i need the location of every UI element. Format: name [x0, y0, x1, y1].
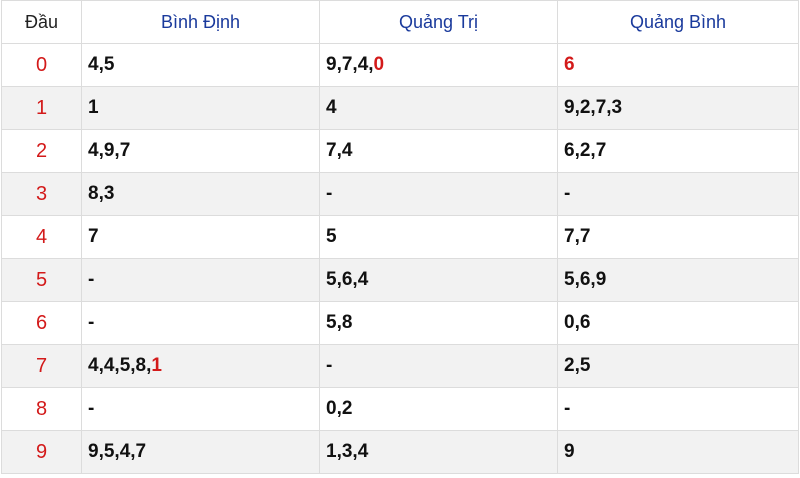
table-row: 7 4,4,5,8,1-2,5 — [1, 344, 799, 388]
tail-numbers: 4 — [326, 97, 337, 118]
tail-numbers: 5 — [326, 226, 337, 247]
tail-numbers: - — [564, 183, 571, 204]
tail-cell-binh-dinh: 4,9,7 — [81, 129, 320, 173]
head-digit: 9 — [1, 430, 82, 474]
header-row: Đầu Bình Định Quảng Trị Quảng Bình — [1, 0, 799, 44]
tail-cell-quang-binh: - — [557, 172, 799, 216]
head-digit: 6 — [1, 301, 82, 345]
tail-cell-binh-dinh: - — [81, 258, 320, 302]
tail-cell-quang-binh: 0,6 — [557, 301, 799, 345]
tail-cell-quang-tri: 7,4 — [319, 129, 558, 173]
tail-cell-quang-binh: - — [557, 387, 799, 431]
tail-numbers: - — [326, 183, 333, 204]
table-row: 3 8,3 - - — [1, 172, 799, 216]
head-digit: 2 — [1, 129, 82, 173]
tail-cell-quang-binh: 6 — [557, 43, 799, 87]
head-digit: 4 — [1, 215, 82, 259]
tail-cell-quang-tri: 1,3,4 — [319, 430, 558, 474]
tail-cell-binh-dinh: 4,4,5,8,1 — [81, 344, 320, 388]
special-number-highlight: 0 — [373, 54, 385, 75]
table-row: 1 1 4 9,2,7,3 — [1, 86, 799, 130]
tail-numbers: - — [88, 312, 95, 333]
head-digit: 8 — [1, 387, 82, 431]
tail-cell-quang-tri: 5,6,4 — [319, 258, 558, 302]
head-digit: 0 — [1, 43, 82, 87]
tail-numbers: 7,4 — [326, 140, 353, 161]
head-column-header: Đầu — [1, 0, 82, 44]
tail-cell-quang-binh: 2,5 — [557, 344, 799, 388]
tail-cell-quang-tri: - — [319, 344, 558, 388]
tail-cell-quang-tri: 9,7,4,0 — [319, 43, 558, 87]
tail-cell-binh-dinh: 8,3 — [81, 172, 320, 216]
tail-cell-quang-tri: 0,2 — [319, 387, 558, 431]
tail-numbers: 4,9,7 — [88, 140, 131, 161]
tail-numbers: 9,2,7,3 — [564, 97, 623, 118]
tail-numbers: 0,2 — [326, 398, 353, 419]
tail-cell-binh-dinh: 1 — [81, 86, 320, 130]
tail-cell-quang-binh: 7,7 — [557, 215, 799, 259]
tail-numbers: 0,6 — [564, 312, 591, 333]
tail-numbers: 5,6,9 — [564, 269, 607, 290]
tail-numbers: 8,3 — [88, 183, 115, 204]
table-row: 8-0,2- — [1, 387, 799, 431]
province-header-quang-binh: Quảng Bình — [557, 0, 799, 44]
tail-numbers: 4,5 — [88, 54, 115, 75]
tail-cell-quang-tri: - — [319, 172, 558, 216]
tail-numbers: 7,7 — [564, 226, 591, 247]
tail-numbers: 1 — [88, 97, 99, 118]
province-header-binh-dinh: Bình Định — [81, 0, 320, 44]
province-header-quang-tri: Quảng Trị — [319, 0, 558, 44]
tail-cell-binh-dinh: 9,5,4,7 — [81, 430, 320, 474]
special-number-highlight: 1 — [151, 355, 162, 376]
tail-cell-quang-tri: 4 — [319, 86, 558, 130]
head-digit: 7 — [1, 344, 82, 388]
tail-numbers: 5,6,4 — [326, 269, 369, 290]
head-digit: 1 — [1, 86, 82, 130]
tail-cell-quang-tri: 5,8 — [319, 301, 558, 345]
table-row: 4 7 5 7,7 — [1, 215, 799, 259]
tail-cell-binh-dinh: - — [81, 301, 320, 345]
table-row: 9 9,5,4,7 1,3,4 9 — [1, 430, 799, 474]
tail-numbers: 2,5 — [564, 355, 591, 376]
tail-cell-quang-binh: 5,6,9 — [557, 258, 799, 302]
tail-numbers: 9,5,4,7 — [88, 441, 147, 462]
tail-numbers: 9,7,4, — [326, 54, 374, 75]
tail-cell-quang-binh: 9 — [557, 430, 799, 474]
tail-numbers: - — [88, 398, 95, 419]
head-digit: 5 — [1, 258, 82, 302]
tail-numbers: 9 — [564, 441, 575, 462]
tail-numbers: 5,8 — [326, 312, 353, 333]
tail-cell-binh-dinh: 7 — [81, 215, 320, 259]
table-row: 6- 5,8 0,6 — [1, 301, 799, 345]
tail-numbers: - — [564, 398, 571, 419]
tail-cell-binh-dinh: 4,5 — [81, 43, 320, 87]
tail-numbers: 7 — [88, 226, 99, 247]
table-row: 0 4,5 9,7,4,0 6 — [1, 43, 799, 87]
tail-cell-quang-binh: 9,2,7,3 — [557, 86, 799, 130]
tail-numbers: 4,4,5,8, — [88, 355, 152, 376]
tail-cell-quang-tri: 5 — [319, 215, 558, 259]
tail-numbers: 6,2,7 — [564, 140, 607, 161]
tail-numbers: - — [326, 355, 333, 376]
tail-cell-binh-dinh: - — [81, 387, 320, 431]
tail-numbers: 1,3,4 — [326, 441, 369, 462]
tail-cell-quang-binh: 6,2,7 — [557, 129, 799, 173]
tail-numbers: - — [88, 269, 95, 290]
table-row: 2 4,9,7 7,4 6,2,7 — [1, 129, 799, 173]
special-number-highlight: 6 — [564, 54, 575, 75]
head-digit: 3 — [1, 172, 82, 216]
table-row: 5- 5,6,4 5,6,9 — [1, 258, 799, 302]
